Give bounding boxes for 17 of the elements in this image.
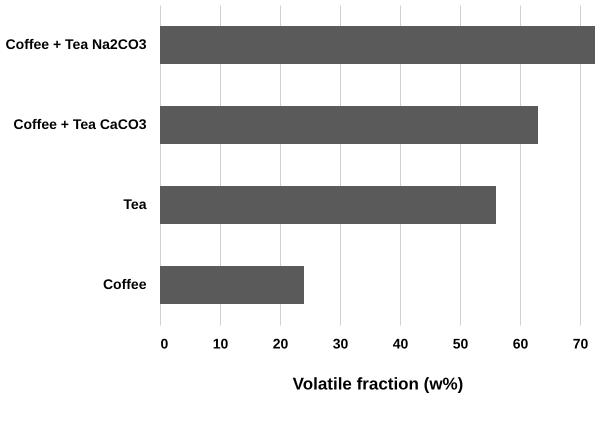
y-tick-label: Coffee xyxy=(102,276,147,292)
x-tick-label: 30 xyxy=(332,336,348,352)
x-tick-label: 50 xyxy=(452,336,468,352)
y-tick-label: Tea xyxy=(123,196,147,212)
y-tick-label: Coffee + Tea Na2CO3 xyxy=(6,36,147,52)
x-tick-label: 60 xyxy=(512,336,528,352)
x-tick-label: 10 xyxy=(212,336,228,352)
x-tick-label: 20 xyxy=(272,336,288,352)
y-tick-label: Coffee + Tea CaCO3 xyxy=(13,116,147,132)
bar xyxy=(160,26,595,64)
bar xyxy=(160,266,304,304)
x-tick-label: 70 xyxy=(572,336,588,352)
bar xyxy=(160,106,538,144)
x-tick-label: 40 xyxy=(392,336,408,352)
x-tick-label: 0 xyxy=(160,336,168,352)
bar xyxy=(160,186,496,224)
x-axis-title: Volatile fraction (w%) xyxy=(292,374,464,394)
